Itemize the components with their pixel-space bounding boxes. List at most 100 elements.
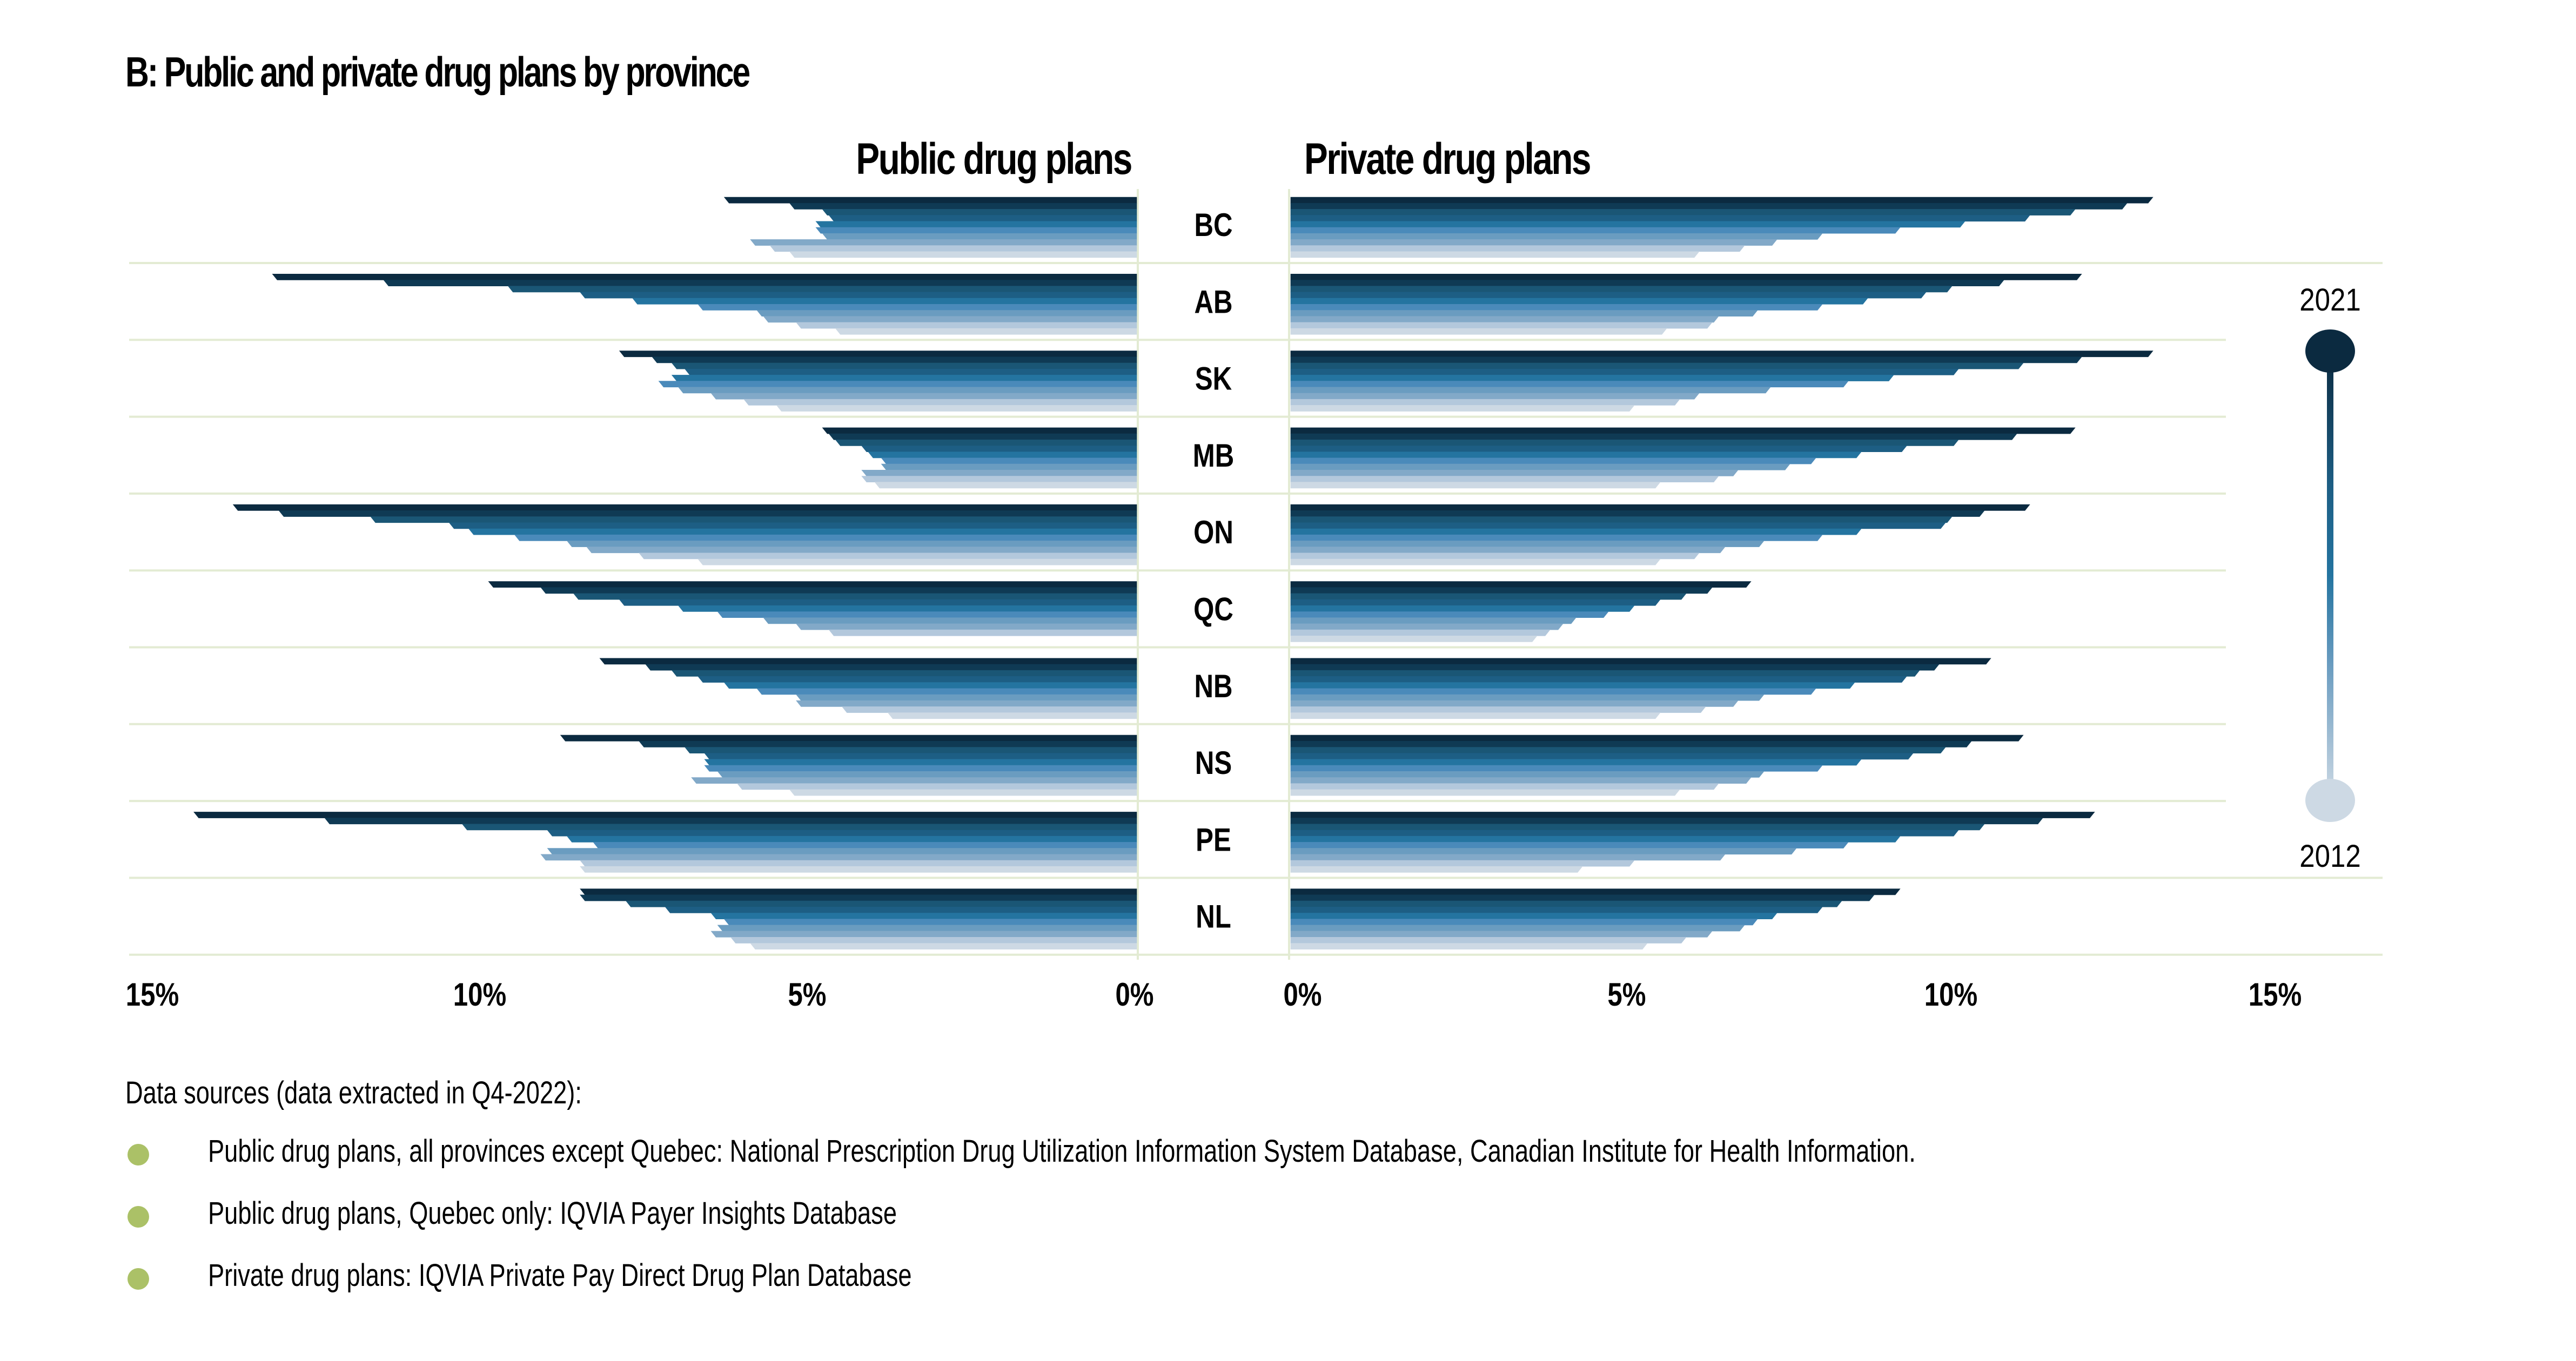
bar-private-on-2017	[1290, 528, 1862, 535]
bar-public-ab-2015	[756, 310, 1137, 317]
bar-public-bc-2015	[822, 233, 1137, 240]
bar-private-bc-2018	[1290, 215, 2030, 222]
bar-public-mb-2021	[822, 427, 1137, 434]
bar-private-on-2014	[1290, 547, 1726, 554]
bar-private-qc-2015	[1290, 617, 1577, 624]
bar-private-ab-2013	[1290, 322, 1713, 329]
bar-public-ab-2019	[507, 286, 1137, 293]
bar-public-pe-2015	[547, 848, 1137, 855]
bar-private-sk-2015	[1290, 387, 1771, 394]
bar-public-nl-2015	[717, 925, 1137, 932]
bar-private-qc-2013	[1290, 629, 1551, 636]
gridlines	[129, 189, 2383, 960]
x-tick-label: 15%	[2249, 976, 2302, 1013]
bar-public-mb-2016	[881, 457, 1137, 464]
bar-private-qc-2021	[1290, 581, 1752, 588]
bar-public-nb-2020	[645, 664, 1137, 671]
bar-public-nl-2016	[723, 919, 1137, 926]
bar-private-ns-2014	[1290, 777, 1752, 784]
source-text: Public drug plans, all provinces except …	[208, 1134, 1916, 1169]
bar-private-ab-2015	[1290, 310, 1758, 317]
bar-private-nb-2014	[1290, 700, 1739, 707]
bar-public-sk-2017	[671, 375, 1137, 381]
bar-public-ns-2016	[704, 765, 1137, 772]
bar-private-sk-2016	[1290, 381, 1849, 388]
bar-public-pe-2017	[566, 836, 1137, 843]
bar-public-qc-2013	[828, 629, 1137, 636]
bar-private-nl-2020	[1290, 894, 1875, 901]
province-label: NL	[1196, 898, 1231, 935]
bar-public-bc-2014	[750, 239, 1137, 246]
bar-private-pe-2016	[1290, 842, 1849, 848]
bar-public-on-2013	[639, 553, 1137, 560]
bar-public-nb-2013	[841, 706, 1137, 713]
province-label: QC	[1193, 591, 1233, 628]
bar-public-nl-2013	[730, 937, 1137, 944]
year-legend: 2021 2012	[2299, 282, 2361, 874]
bar-public-on-2016	[514, 534, 1137, 541]
bars	[193, 197, 2154, 949]
bar-public-bc-2017	[815, 221, 1137, 228]
bar-private-on-2021	[1290, 504, 2030, 511]
bullet-icon	[128, 1144, 149, 1165]
bar-private-on-2016	[1290, 534, 1823, 541]
x-tick-label: 5%	[788, 976, 826, 1013]
bar-private-mb-2014	[1290, 469, 1739, 476]
bar-private-pe-2018	[1290, 830, 1959, 837]
bar-public-on-2021	[232, 504, 1137, 511]
bar-public-pe-2016	[593, 842, 1137, 848]
bar-private-pe-2019	[1290, 824, 1985, 831]
bar-private-on-2013	[1290, 553, 1700, 560]
bar-public-on-2019	[370, 516, 1137, 523]
bar-public-nl-2021	[580, 888, 1137, 895]
bar-public-bc-2019	[822, 209, 1137, 215]
bar-public-nl-2018	[665, 907, 1137, 913]
bar-private-nl-2019	[1290, 900, 1842, 907]
bar-private-sk-2021	[1290, 351, 2154, 358]
bar-public-sk-2019	[671, 362, 1137, 369]
x-tick-label: 15%	[126, 976, 179, 1013]
bar-public-mb-2017	[868, 452, 1137, 459]
bar-public-qc-2017	[677, 605, 1137, 612]
province-label: NS	[1195, 744, 1232, 781]
bar-private-mb-2012	[1290, 482, 1661, 489]
bar-public-on-2015	[566, 541, 1137, 547]
bar-public-bc-2021	[723, 197, 1137, 204]
bar-public-sk-2018	[685, 368, 1137, 375]
x-tick-label: 0%	[1115, 976, 1153, 1013]
bar-public-sk-2012	[776, 405, 1137, 412]
bar-public-pe-2021	[193, 812, 1137, 818]
bar-private-ab-2012	[1290, 328, 1667, 335]
bar-private-on-2020	[1290, 510, 1985, 517]
bar-private-qc-2019	[1290, 593, 1687, 600]
bar-private-nb-2015	[1290, 694, 1765, 701]
bar-public-qc-2019	[573, 593, 1137, 600]
bar-private-pe-2020	[1290, 818, 2043, 825]
bar-private-ab-2016	[1290, 304, 1823, 311]
bar-private-nl-2014	[1290, 931, 1713, 938]
bar-public-qc-2020	[540, 587, 1137, 594]
bar-private-qc-2020	[1290, 587, 1713, 594]
bar-private-ns-2021	[1290, 735, 2024, 742]
bar-private-bc-2012	[1290, 251, 1700, 258]
bar-private-nl-2018	[1290, 907, 1823, 913]
x-tick-label: 10%	[1924, 976, 1977, 1013]
bar-public-mb-2018	[861, 446, 1137, 453]
bar-public-pe-2018	[547, 830, 1137, 837]
bar-public-pe-2019	[462, 824, 1137, 831]
province-label: SK	[1195, 360, 1232, 397]
bullet-icon	[128, 1268, 149, 1290]
bar-public-on-2020	[278, 510, 1137, 517]
bar-private-bc-2019	[1290, 209, 2076, 215]
bar-private-mb-2018	[1290, 446, 1907, 453]
bar-private-sk-2019	[1290, 362, 2024, 369]
bar-private-sk-2014	[1290, 393, 1700, 400]
bar-private-ns-2019	[1290, 747, 1946, 753]
bar-private-nb-2021	[1290, 658, 1991, 665]
bar-private-on-2018	[1290, 522, 1946, 529]
public-panel-title: Public drug plans	[856, 134, 1132, 184]
province-label: ON	[1193, 514, 1233, 551]
bar-private-sk-2013	[1290, 399, 1680, 406]
bar-private-ns-2016	[1290, 765, 1823, 772]
